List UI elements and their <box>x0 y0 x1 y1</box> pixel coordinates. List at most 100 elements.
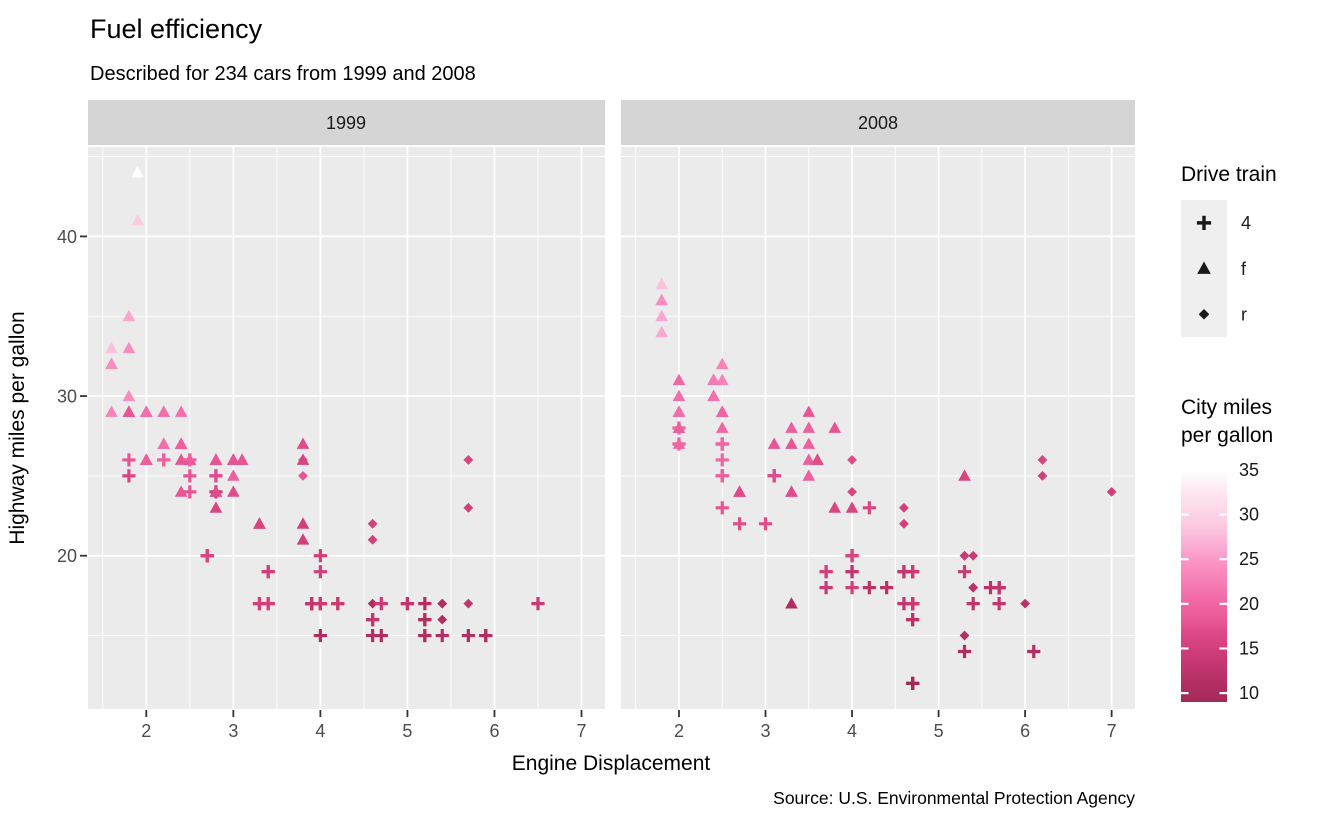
x-tick-label: 6 <box>489 721 499 741</box>
point-triangle <box>707 373 720 386</box>
point-plus <box>418 597 432 611</box>
point-plus <box>374 597 388 611</box>
point-triangle <box>227 469 240 481</box>
point-plus <box>122 453 136 467</box>
point-plus <box>183 453 197 467</box>
shape-legend-label: r <box>1241 305 1247 325</box>
point-triangle <box>715 357 729 370</box>
colorbar-label: 20 <box>1239 594 1259 614</box>
point-plus <box>767 469 781 483</box>
point-plus <box>819 581 833 595</box>
point-plus <box>862 501 876 515</box>
color-legend-title-line2: per gallon <box>1181 424 1273 447</box>
point-plus <box>435 628 449 643</box>
point-triangle <box>802 437 816 449</box>
point-plus <box>957 565 972 579</box>
panel-background <box>88 147 605 709</box>
point-triangle <box>655 293 668 306</box>
point-triangle <box>174 485 188 497</box>
point-triangle <box>767 437 781 449</box>
point-plus <box>531 597 545 611</box>
point-diamond <box>959 630 970 641</box>
point-triangle <box>655 325 668 338</box>
point-plus <box>992 597 1006 611</box>
point-triangle <box>802 469 816 481</box>
point-diamond <box>968 582 979 593</box>
point-diamond <box>899 518 909 529</box>
point-plus <box>1196 215 1212 230</box>
point-triangle <box>672 373 686 386</box>
point-diamond <box>367 534 378 545</box>
point-diamond <box>437 598 448 609</box>
axes: 2 3 4 5 6 7 2 3 4 5 6 7 20 30 40 <box>57 227 1117 741</box>
point-triangle <box>707 389 720 401</box>
point-plus <box>183 485 197 499</box>
point-triangle <box>296 437 310 449</box>
point-plus <box>845 565 859 579</box>
facet-strip <box>621 100 1135 145</box>
point-plus <box>715 453 729 467</box>
point-triangle <box>174 453 188 465</box>
point-triangle <box>802 405 816 417</box>
facet-label-2008: 2008 <box>858 113 898 133</box>
point-diamond <box>463 455 474 465</box>
point-plus <box>1027 644 1041 659</box>
point-triangle <box>845 501 859 513</box>
point-triangle <box>296 453 310 465</box>
colorbar-label: 30 <box>1239 505 1259 525</box>
x-tick-label: 3 <box>228 721 238 741</box>
caption: Source: U.S. Environmental Protection Ag… <box>773 788 1135 808</box>
point-diamond <box>1037 455 1048 465</box>
point-diamond <box>298 470 308 481</box>
point-plus <box>313 549 327 563</box>
shape-legend-label: f <box>1241 259 1247 279</box>
colorbar-label: 25 <box>1239 549 1259 569</box>
point-triangle <box>105 405 118 417</box>
point-plus <box>845 549 859 563</box>
point-diamond <box>959 550 970 561</box>
point-triangle <box>296 517 310 529</box>
point-triangle <box>733 485 746 497</box>
point-triangle <box>802 453 816 465</box>
point-plus <box>845 581 859 595</box>
point-triangle <box>140 453 153 465</box>
point-triangle <box>227 485 240 497</box>
point-plus <box>400 597 415 611</box>
x-tick-label: 2 <box>141 721 151 741</box>
point-plus <box>418 612 432 627</box>
point-plus <box>183 469 197 483</box>
point-triangle <box>157 437 171 449</box>
point-triangle <box>174 437 188 449</box>
point-triangle <box>785 421 798 433</box>
point-plus <box>461 628 475 643</box>
point-plus <box>313 565 327 579</box>
point-plus <box>715 469 729 483</box>
point-plus <box>880 581 894 595</box>
point-triangle <box>131 213 144 226</box>
point-diamond <box>1106 486 1117 497</box>
point-triangle <box>122 341 136 354</box>
x-tick-label: 5 <box>934 721 944 741</box>
point-plus <box>122 469 136 483</box>
point-plus <box>897 565 911 579</box>
x-tick-label: 4 <box>315 721 325 741</box>
point-triangle <box>122 389 136 401</box>
point-triangle <box>209 501 223 513</box>
point-diamond <box>847 455 857 465</box>
point-triangle <box>715 373 729 386</box>
point-plus <box>200 549 214 563</box>
y-tick-label: 20 <box>57 546 77 566</box>
point-triangle <box>131 166 144 178</box>
point-diamond <box>437 614 448 625</box>
point-plus <box>479 628 493 643</box>
point-diamond <box>367 518 378 529</box>
point-triangle <box>655 277 668 290</box>
point-diamond <box>367 598 378 609</box>
point-plus <box>715 437 729 451</box>
point-triangle <box>785 597 798 609</box>
x-tick-label: 7 <box>576 721 586 741</box>
point-diamond <box>968 550 979 561</box>
point-triangle <box>122 309 136 322</box>
x-axis-title: Engine Displacement <box>512 752 711 775</box>
